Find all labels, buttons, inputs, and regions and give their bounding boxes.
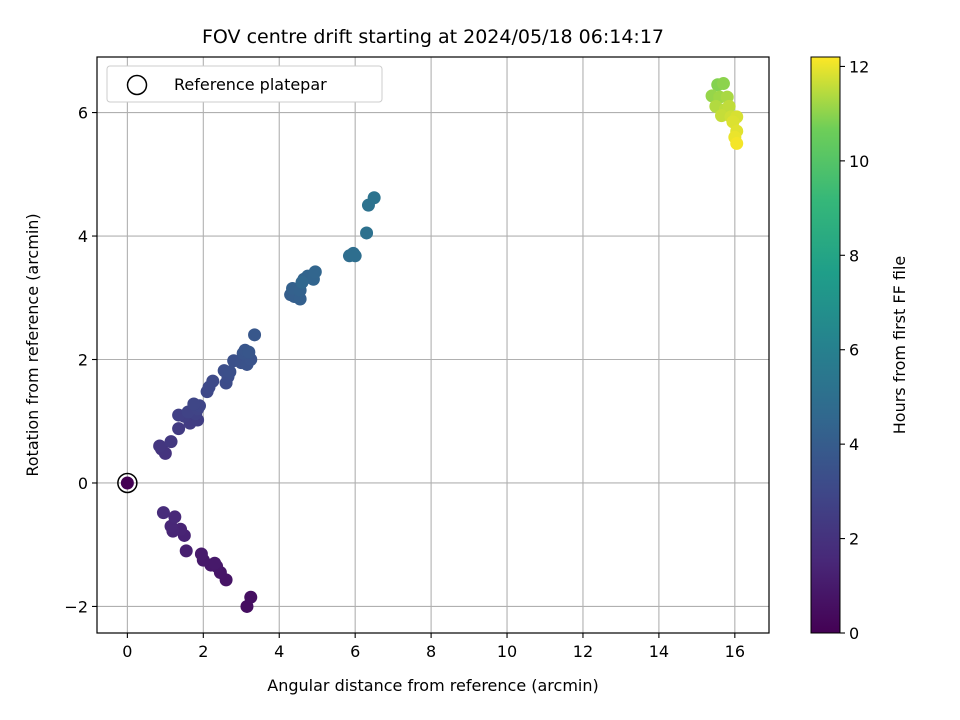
colorbar-tick-label: 12 [849,57,869,76]
legend: Reference platepar [106,65,383,103]
x-tick-label: 0 [122,642,132,661]
reference-marker [117,472,138,494]
data-point [715,109,729,123]
data-point [164,435,178,449]
reference-platepar-marker [117,472,138,494]
x-tick-label: 2 [198,642,208,661]
colorbar-tick-label: 8 [849,246,859,265]
x-tick-label: 16 [725,642,745,661]
grid-lines [97,57,769,633]
colorbar-tick-label: 0 [849,624,859,643]
data-point [206,374,220,388]
data-point [153,439,167,453]
y-axis-label: Rotation from reference (arcmin) [23,213,42,476]
y-tick-label: 2 [78,351,88,370]
colorbar-gradient [810,56,841,634]
x-tick-label: 6 [350,642,360,661]
data-point [242,345,256,359]
colorbar-tick-label: 6 [849,341,859,360]
data-point [722,99,736,113]
chart-title: FOV centre drift starting at 2024/05/18 … [202,26,664,48]
y-tick-label: 0 [78,474,88,493]
x-tick-label: 8 [426,642,436,661]
data-point [248,328,262,342]
data-point [172,422,186,436]
x-tick-label: 12 [573,642,593,661]
data-point [360,226,374,240]
data-point [120,476,134,490]
data-point [187,397,201,411]
x-axis-ticks: 0 2 4 6 8 10 12 14 16 [122,633,745,661]
y-axis-ticks: −2 0 2 4 6 [64,104,97,616]
y-tick-label: −2 [64,597,88,616]
colorbar-tick-label: 4 [849,435,859,454]
data-point [208,556,222,570]
data-point [168,510,182,524]
x-axis-label: Angular distance from reference (arcmin) [267,676,598,695]
legend-box [106,65,383,103]
data-point [730,136,744,150]
data-point [156,506,170,520]
data-points [120,77,744,613]
data-point [223,365,237,379]
data-point [244,590,258,604]
data-point [179,544,193,558]
x-tick-label: 10 [497,642,517,661]
data-point [367,191,381,205]
legend-label: Reference platepar [174,75,327,94]
data-point [295,275,309,289]
plot-frame [96,56,770,634]
colorbar-label: Hours from first FF file [890,256,909,435]
colorbar-tick-label: 10 [849,152,869,171]
x-tick-label: 14 [649,642,669,661]
colorbar-ticks: 0 2 4 6 8 10 12 [840,57,869,643]
data-point [348,249,362,263]
data-point [308,265,322,279]
y-tick-label: 4 [78,227,88,246]
y-tick-label: 6 [78,104,88,123]
colorbar: 0 2 4 6 8 10 12 Hours from first FF file [810,56,909,643]
colorbar-tick-label: 2 [849,530,859,549]
data-point [194,547,208,561]
x-tick-label: 4 [274,642,284,661]
legend-marker [126,74,148,96]
data-point [716,77,730,91]
